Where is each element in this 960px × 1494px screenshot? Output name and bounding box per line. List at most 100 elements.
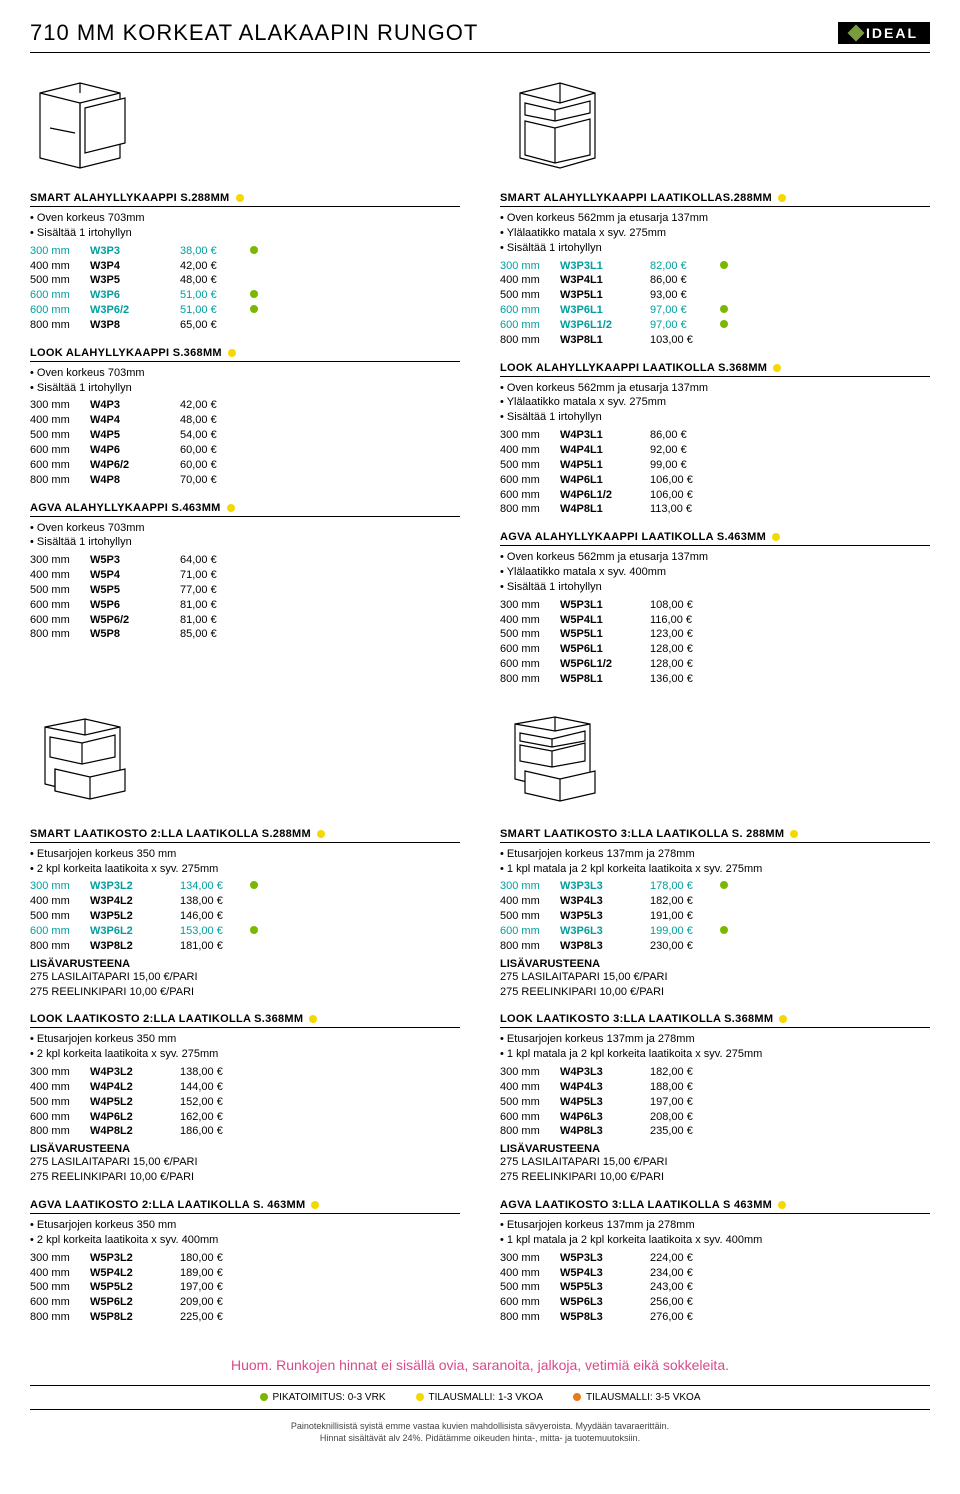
row-size: 800 mm (30, 627, 90, 642)
price-row: 500 mmW4P554,00 € (30, 428, 460, 443)
row-price: 54,00 € (180, 428, 250, 443)
row-code: W4P5 (90, 428, 180, 443)
row-code: W3P3L1 (560, 259, 650, 274)
footer: Painoteknillisistä syistä emme vastaa ku… (30, 1420, 930, 1445)
bullet-item: Etusarjojen korkeus 137mm ja 278mm (500, 1032, 930, 1047)
row-price: 191,00 € (650, 909, 720, 924)
illustration-row-2 (30, 709, 930, 812)
row-size: 500 mm (30, 583, 90, 598)
price-row: 800 mmW3P8L3230,00 € (500, 939, 930, 954)
price-row: 500 mmW3P5L193,00 € (500, 288, 930, 303)
row-price: 51,00 € (180, 303, 250, 318)
row-price: 106,00 € (650, 488, 720, 503)
row-size: 400 mm (30, 894, 90, 909)
bullet-item: 1 kpl matala ja 2 kpl korkeita laatikoit… (500, 862, 930, 877)
status-dot-icon (773, 364, 781, 372)
price-row: 500 mmW5P5L2197,00 € (30, 1280, 460, 1295)
row-size: 400 mm (500, 894, 560, 909)
status-dot-icon (236, 194, 244, 202)
price-row: 300 mmW5P364,00 € (30, 553, 460, 568)
bullet-item: Etusarjojen korkeus 137mm ja 278mm (500, 847, 930, 862)
bullet-item: 2 kpl korkeita laatikoita x syv. 275mm (30, 1047, 460, 1062)
row-price: 70,00 € (180, 473, 250, 488)
row-size: 600 mm (30, 458, 90, 473)
price-row: 500 mmW3P5L3191,00 € (500, 909, 930, 924)
price-row: 600 mmW3P6L2153,00 € (30, 924, 460, 939)
price-row: 800 mmW4P8L2186,00 € (30, 1124, 460, 1139)
row-size: 600 mm (30, 288, 90, 303)
product-bullets: Oven korkeus 562mm ja etusarja 137mmYläl… (500, 211, 930, 256)
row-code: W5P5L1 (560, 627, 650, 642)
row-code: W3P8L1 (560, 333, 650, 348)
row-code: W4P5L1 (560, 458, 650, 473)
row-size: 300 mm (500, 598, 560, 613)
row-code: W3P8L2 (90, 939, 180, 954)
row-price: 48,00 € (180, 413, 250, 428)
price-rows: 300 mmW4P3L3182,00 €400 mmW4P4L3188,00 €… (500, 1065, 930, 1139)
price-row: 600 mmW4P6L1106,00 € (500, 473, 930, 488)
row-price: 199,00 € (650, 924, 720, 939)
row-price: 197,00 € (180, 1280, 250, 1295)
dot-green-icon (260, 1393, 268, 1401)
bullet-item: Etusarjojen korkeus 137mm ja 278mm (500, 1218, 930, 1233)
product-header: LOOK ALAHYLLYKAAPPI LAATIKOLLA S.368MM (500, 362, 930, 377)
row-code: W5P4L2 (90, 1266, 180, 1281)
price-rows: 300 mmW5P3L2180,00 €400 mmW5P4L2189,00 €… (30, 1251, 460, 1325)
row-price: 81,00 € (180, 613, 250, 628)
row-size: 400 mm (30, 1080, 90, 1095)
row-code: W3P6/2 (90, 303, 180, 318)
price-row: 800 mmW3P8L1103,00 € (500, 333, 930, 348)
row-code: W3P3L3 (560, 879, 650, 894)
row-code: W5P6L1 (560, 642, 650, 657)
price-row: 400 mmW3P4L3182,00 € (500, 894, 930, 909)
price-row: 600 mmW3P6L197,00 € (500, 303, 930, 318)
price-rows: 300 mmW4P3L186,00 €400 mmW4P4L192,00 €50… (500, 428, 930, 517)
row-code: W3P6L3 (560, 924, 650, 939)
row-code: W5P8L3 (560, 1310, 650, 1325)
row-price: 92,00 € (650, 443, 720, 458)
row-size: 500 mm (500, 1095, 560, 1110)
row-code: W4P6 (90, 443, 180, 458)
row-size: 400 mm (500, 443, 560, 458)
price-row: 300 mmW4P342,00 € (30, 398, 460, 413)
row-dot-wrap (250, 288, 264, 303)
extras-line: 275 REELINKIPARI 10,00 €/PARI (500, 985, 930, 1000)
status-dot-icon (227, 504, 235, 512)
row-code: W3P4 (90, 259, 180, 274)
row-price: 97,00 € (650, 318, 720, 333)
row-code: W4P8 (90, 473, 180, 488)
bullet-item: 2 kpl korkeita laatikoita x syv. 275mm (30, 862, 460, 877)
row-size: 500 mm (500, 288, 560, 303)
row-size: 600 mm (500, 488, 560, 503)
brand-icon (848, 25, 865, 42)
row-size: 600 mm (500, 303, 560, 318)
product-header: AGVA LAATIKOSTO 2:LLA LAATIKOLLA S. 463M… (30, 1199, 460, 1214)
row-code: W4P6/2 (90, 458, 180, 473)
product-smartL288: SMART ALAHYLLYKAAPPI LAATIKOLLAS.288MMOv… (500, 192, 930, 348)
bullet-item: Sisältää 1 irtohyllyn (500, 580, 930, 595)
row-dot-wrap (720, 303, 734, 318)
price-rows: 300 mmW3P338,00 €400 mmW3P442,00 €500 mm… (30, 244, 460, 333)
row-dot-icon (250, 305, 258, 313)
price-row: 400 mmW4P4L192,00 € (500, 443, 930, 458)
product-bullets: Oven korkeus 562mm ja etusarja 137mmYläl… (500, 381, 930, 426)
row-dot-icon (250, 290, 258, 298)
bullet-item: Sisältää 1 irtohyllyn (500, 410, 930, 425)
row-price: 136,00 € (650, 672, 720, 687)
row-size: 800 mm (30, 939, 90, 954)
row-dot-icon (720, 305, 728, 313)
row-size: 600 mm (500, 1295, 560, 1310)
page-header: 710 MM KORKEAT ALAKAAPIN RUNGOT IDEAL (30, 20, 930, 53)
status-dot-icon (228, 349, 236, 357)
row-dot-wrap (250, 303, 264, 318)
price-row: 500 mmW4P5L2152,00 € (30, 1095, 460, 1110)
row-code: W5P3L2 (90, 1251, 180, 1266)
row-price: 178,00 € (650, 879, 720, 894)
row-price: 153,00 € (180, 924, 250, 939)
row-size: 800 mm (500, 1310, 560, 1325)
product-title: AGVA LAATIKOSTO 3:LLA LAATIKOLLA S 463MM (500, 1199, 772, 1211)
row-code: W5P4 (90, 568, 180, 583)
row-price: 81,00 € (180, 598, 250, 613)
price-row: 600 mmW3P651,00 € (30, 288, 460, 303)
row-code: W5P3 (90, 553, 180, 568)
